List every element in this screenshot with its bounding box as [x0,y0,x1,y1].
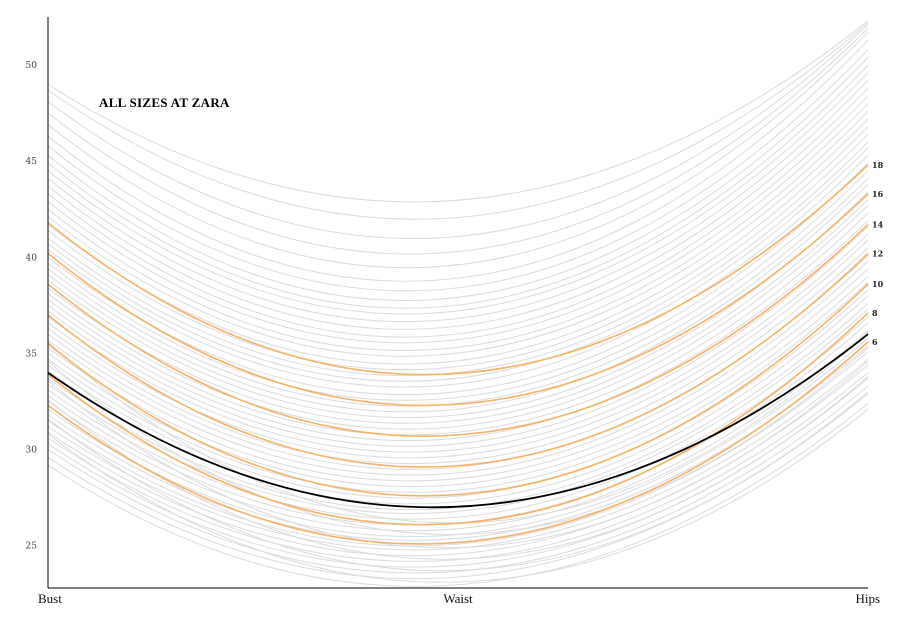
size-label-12: 12 [872,249,883,259]
size-label-10: 10 [872,279,884,289]
reference-line [47,333,869,509]
size-label-6: 6 [872,337,878,347]
background-curve [47,268,869,482]
background-curve [47,178,869,407]
background-curve [47,385,869,574]
y-axis-ticks: 25 30 35 40 45 50 [26,61,38,552]
background-curve [47,191,869,419]
background-curve [47,87,869,330]
reference-curve [47,333,869,509]
background-curve [47,360,869,549]
background-curve [47,220,869,442]
background-curve [47,39,869,282]
background-curve [47,162,869,396]
y-tick-label: 30 [26,446,38,456]
y-tick-label: 25 [26,542,38,552]
background-curve [47,28,869,255]
background-curve [47,170,869,401]
background-curve [47,20,869,203]
size-label-16: 16 [872,189,884,199]
background-curve [47,72,869,315]
background-curves [47,20,869,587]
y-tick-label: 40 [26,253,38,263]
background-curve [47,64,869,309]
background-curve [47,330,869,532]
size-curves [47,164,869,545]
background-curve [47,289,869,499]
y-tick-label: 50 [26,61,38,71]
background-curve [47,103,869,344]
background-curve [47,233,869,453]
background-curve [47,276,869,488]
background-curve [47,239,869,459]
background-curve [47,126,869,365]
size-curve-10 [47,283,869,497]
background-curve [47,347,869,535]
background-curve [47,133,869,371]
x-axis-labels: Bust Waist Hips [38,591,880,606]
background-curve [47,80,869,323]
size-curve-16 [47,193,869,407]
background-curve [47,141,869,377]
background-curve [47,351,869,547]
y-tick-label: 35 [26,349,38,359]
size-curve-14 [47,224,869,437]
background-curve [47,24,869,239]
size-label-14: 14 [872,220,884,230]
size-curve-12 [47,252,869,468]
background-curve [47,316,869,520]
background-curve [47,212,869,436]
background-curve [47,226,869,447]
size-label-8: 8 [872,308,878,318]
size-labels: 6 8 10 12 14 16 18 [872,160,884,347]
background-curve [47,260,869,476]
background-curve [47,403,869,587]
background-curve [47,281,869,493]
background-curve [47,408,869,583]
background-curve [47,199,869,424]
background-curve [47,393,869,580]
x-tick-label-waist: Waist [443,591,473,606]
background-curve [47,147,869,382]
size-label-18: 18 [872,160,884,170]
x-tick-label-bust: Bust [38,591,62,606]
background-curve [47,32,869,269]
background-curve [47,95,869,338]
size-curve-6 [47,341,869,545]
chart-title: ALL SIZES AT ZARA [99,95,230,110]
background-curve [47,155,869,388]
size-curve-18 [47,164,869,376]
background-curve [47,247,869,465]
size-curve-8 [47,312,869,526]
background-curve [47,376,869,560]
background-curve [47,391,869,572]
background-curve [47,183,869,413]
background-curve [47,57,869,301]
background-curve [47,110,869,352]
x-tick-label-hips: Hips [855,591,880,606]
background-curve [47,22,869,220]
y-tick-label: 45 [26,157,38,167]
background-curve [47,205,869,430]
background-curve [47,49,869,292]
background-curve [47,118,869,357]
